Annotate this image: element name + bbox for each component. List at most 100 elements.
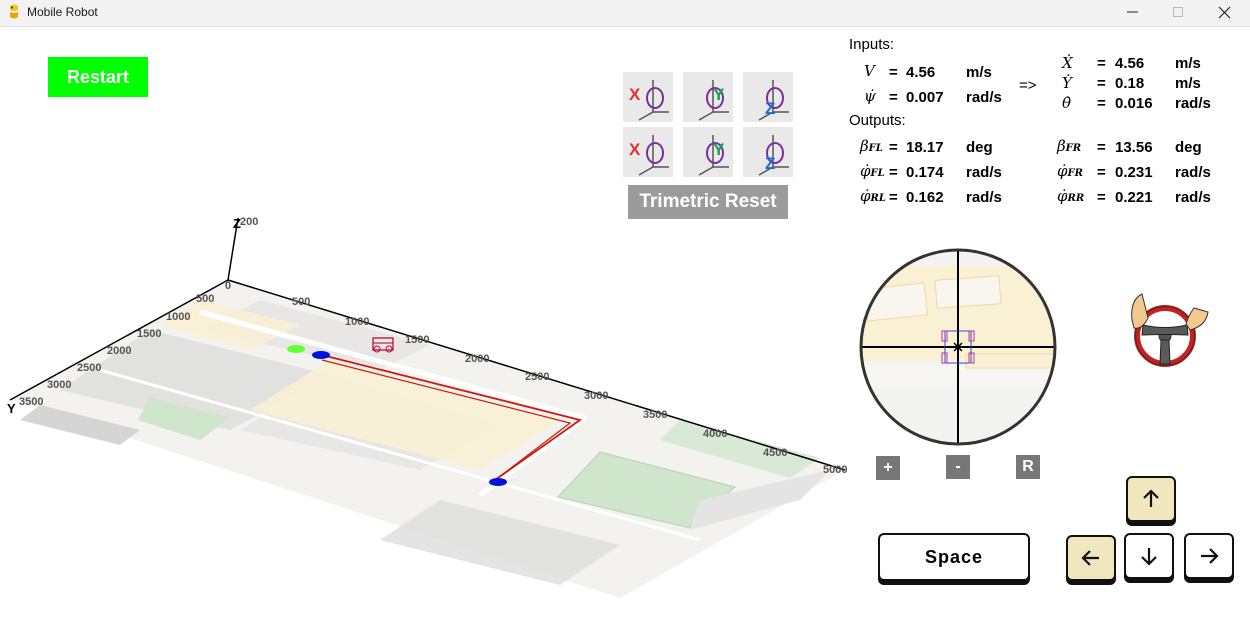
input-unit-thetadot: rad/s xyxy=(1175,95,1211,112)
transform-arrow: => xyxy=(1019,77,1037,94)
waypoint-marker xyxy=(312,351,330,359)
output-unit-right: deg xyxy=(1175,139,1202,156)
output-eq: = xyxy=(889,164,898,181)
input-eq: = xyxy=(889,64,898,81)
arrow-left-icon xyxy=(1081,550,1099,566)
rotate-z-positive-button[interactable]: Z xyxy=(743,72,793,122)
axis-letter: Z xyxy=(765,154,775,173)
x-axis-tick: 1500 xyxy=(405,334,429,346)
rotate-axis-icon: Y xyxy=(698,80,729,121)
waypoint-marker xyxy=(489,478,507,486)
output-value-right: 0.231 xyxy=(1115,164,1153,181)
rotate-axis-icon: X xyxy=(629,135,669,176)
minimize-icon xyxy=(1127,11,1138,13)
inputs-header: Inputs: xyxy=(849,36,895,53)
output-value-right: 13.56 xyxy=(1115,139,1153,156)
input-value-v: 4.56 xyxy=(906,64,936,81)
x-axis-line xyxy=(227,279,846,471)
map-building-block xyxy=(20,405,140,445)
map-3d-view[interactable]: Z 200 Y 0 500 1000 1500 2000 2500 3000 3500 400… xyxy=(0,200,860,610)
minimap[interactable] xyxy=(856,246,1060,448)
maximize-icon xyxy=(1173,7,1183,17)
close-button[interactable] xyxy=(1202,0,1248,26)
output-value-left: 0.162 xyxy=(906,189,944,206)
rotate-z-negative-button[interactable]: Z xyxy=(743,127,793,177)
robot-path xyxy=(321,359,572,485)
y-axis-label: Y xyxy=(7,401,16,416)
rotate-axis-icon: Z xyxy=(758,80,789,121)
y-axis-tick: 3500 xyxy=(19,396,43,408)
map-building-block xyxy=(690,470,830,530)
trimetric-reset-button[interactable]: Trimetric Reset xyxy=(628,185,788,219)
rotate-x-negative-button[interactable]: X xyxy=(623,127,673,177)
output-symbol-left: φ̇RL xyxy=(860,187,886,205)
input-value-psidot: 0.007 xyxy=(906,89,944,106)
maximize-button[interactable] xyxy=(1156,0,1202,26)
rotate-axis-icon: X xyxy=(629,80,669,121)
zoom-in-button[interactable]: + xyxy=(876,456,900,480)
y-axis-tick: 1000 xyxy=(166,311,190,323)
output-unit-left: rad/s xyxy=(966,164,1002,181)
input-unit-xdot: m/s xyxy=(1175,55,1201,72)
start-marker xyxy=(287,345,305,353)
rotate-x-positive-button[interactable]: X xyxy=(623,72,673,122)
input-eq: = xyxy=(889,89,898,106)
axis-letter: Z xyxy=(765,99,775,118)
input-unit-psidot: rad/s xyxy=(966,89,1002,106)
z-axis-line xyxy=(227,217,239,281)
rotate-axis-icon: Y xyxy=(698,135,729,176)
minimap-reset-button[interactable]: R xyxy=(1016,455,1040,479)
rotate-y-positive-button[interactable]: Y xyxy=(683,72,733,122)
input-symbol-v: V xyxy=(864,62,875,80)
map-park-area xyxy=(660,420,820,478)
x-axis-tick: 1000 xyxy=(345,316,369,328)
input-value-thetadot: 0.016 xyxy=(1115,95,1153,112)
restart-button[interactable]: Restart xyxy=(48,57,148,97)
input-unit-ydot: m/s xyxy=(1175,75,1201,92)
output-symbol-right: βFR xyxy=(1057,137,1082,155)
output-symbol-left: φ̇FL xyxy=(860,162,885,180)
output-value-left: 0.174 xyxy=(906,164,944,181)
minimap-robot xyxy=(941,330,975,364)
y-axis-tick: 2500 xyxy=(77,362,101,374)
x-axis-tick: 4000 xyxy=(703,428,727,440)
map-sand-area xyxy=(250,360,560,470)
output-value-left: 18.17 xyxy=(906,139,944,156)
output-eq: = xyxy=(889,189,898,206)
input-value-xdot: 4.56 xyxy=(1115,55,1145,72)
minimize-button[interactable] xyxy=(1110,0,1156,26)
output-value-right: 0.221 xyxy=(1115,189,1153,206)
left-arrow-key[interactable] xyxy=(1066,535,1116,581)
output-symbol-left: βFL xyxy=(860,137,883,155)
window-title: Mobile Robot xyxy=(27,5,98,19)
minimap-road-edge xyxy=(965,353,1055,369)
title-bar: Mobile Robot xyxy=(0,0,1250,27)
right-arrow-key[interactable] xyxy=(1184,533,1234,579)
y-axis-tick: 500 xyxy=(196,293,214,305)
x-axis-tick: 500 xyxy=(292,296,310,308)
rotate-y-negative-button[interactable]: Y xyxy=(683,127,733,177)
axis-letter: X xyxy=(629,140,641,159)
down-arrow-key[interactable] xyxy=(1124,533,1174,579)
input-symbol-xdot: Ẋ xyxy=(1062,54,1073,72)
robot-model xyxy=(372,337,394,353)
outputs-header: Outputs: xyxy=(849,112,906,129)
space-key[interactable]: Space xyxy=(878,533,1030,581)
minimap-building xyxy=(934,275,1002,309)
origin-label: 0 xyxy=(225,280,231,292)
zoom-out-button[interactable]: - xyxy=(946,455,970,479)
y-axis-tick: 2000 xyxy=(107,345,131,357)
close-icon xyxy=(1218,6,1231,19)
input-value-ydot: 0.18 xyxy=(1115,75,1145,92)
output-unit-right: rad/s xyxy=(1175,164,1211,181)
python-snake-icon xyxy=(10,4,18,19)
input-eq: = xyxy=(1097,75,1106,92)
steering-wheel-icon[interactable] xyxy=(1128,290,1210,370)
up-arrow-key[interactable] xyxy=(1126,476,1176,522)
x-axis-tick: 3500 xyxy=(643,409,667,421)
axis-letter: Y xyxy=(713,85,725,104)
z-axis-label: Z xyxy=(233,216,241,231)
input-eq: = xyxy=(1097,95,1106,112)
x-axis-tick: 5000 xyxy=(823,464,847,476)
minimap-building xyxy=(863,282,929,322)
